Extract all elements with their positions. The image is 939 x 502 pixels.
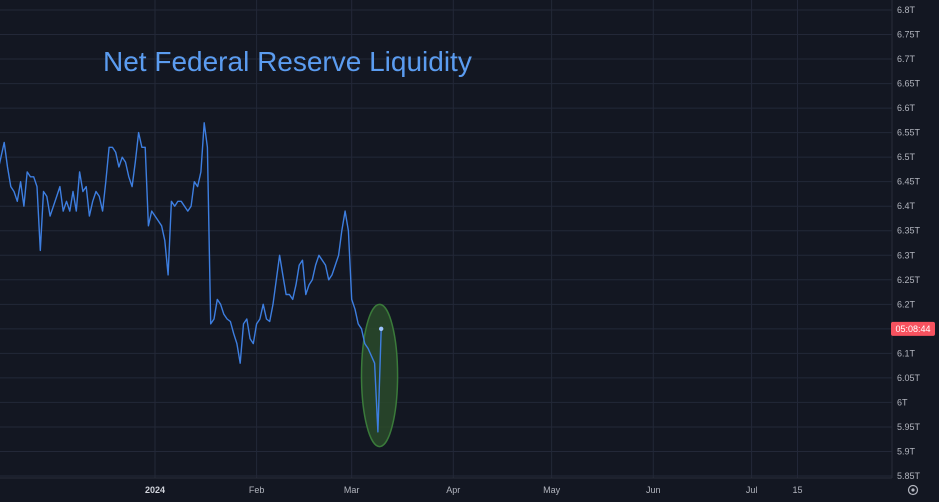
y-tick-label: 6.75T <box>897 30 921 40</box>
series-layer[interactable] <box>0 122 384 433</box>
x-tick-label: Jun <box>646 485 661 495</box>
gear-icon-center <box>911 488 915 492</box>
y-tick-label: 5.95T <box>897 422 921 432</box>
x-tick-label: May <box>543 485 561 495</box>
x-tick-label: Mar <box>344 485 360 495</box>
y-tick-label: 6.3T <box>897 250 916 260</box>
y-tick-label: 6.7T <box>897 54 916 64</box>
y-tick-label: 6.05T <box>897 373 921 383</box>
y-tick-label: 6.6T <box>897 103 916 113</box>
settings-gear-icon[interactable] <box>907 484 919 496</box>
y-tick-label: 6.55T <box>897 128 921 138</box>
y-tick-label: 6.35T <box>897 226 921 236</box>
price-badge-bg <box>891 321 935 336</box>
horizontal-gridlines <box>0 9 892 477</box>
vertical-gridlines <box>154 0 798 478</box>
price-badge: 05:08:44 <box>891 321 935 336</box>
y-tick-label: 6.45T <box>897 177 921 187</box>
price-badge-text: 05:08:44 <box>895 324 930 334</box>
y-tick-label: 6.25T <box>897 275 921 285</box>
x-tick-label: 2024 <box>145 485 165 495</box>
y-tick-label: 6.4T <box>897 201 916 211</box>
y-tick-label: 6.1T <box>897 348 916 358</box>
x-tick-label: Apr <box>446 485 460 495</box>
y-tick-label: 5.85T <box>897 471 921 481</box>
y-tick-label: 6T <box>897 397 908 407</box>
series-line[interactable] <box>0 122 382 433</box>
y-tick-label: 6.2T <box>897 299 916 309</box>
last-point-marker <box>378 326 384 332</box>
y-tick-label: 6.5T <box>897 152 916 162</box>
y-tick-label: 6.65T <box>897 79 921 89</box>
x-tick-label: 15 <box>792 485 802 495</box>
x-tick-label: Jul <box>746 485 758 495</box>
y-axis[interactable]: 6.8T 6.75T 6.7T 6.65T 6.6T 6.55T 6.5T 6.45T 6.4T… <box>897 5 921 481</box>
x-tick-label: Feb <box>249 485 265 495</box>
chart-title: Net Federal Reserve Liquidity <box>103 46 472 77</box>
y-tick-label: 6.8T <box>897 5 916 15</box>
y-tick-label: 5.9T <box>897 446 916 456</box>
x-axis[interactable]: Dec2024FebMarAprMayJunJul15 <box>0 485 803 495</box>
gear-icon[interactable] <box>907 484 919 496</box>
